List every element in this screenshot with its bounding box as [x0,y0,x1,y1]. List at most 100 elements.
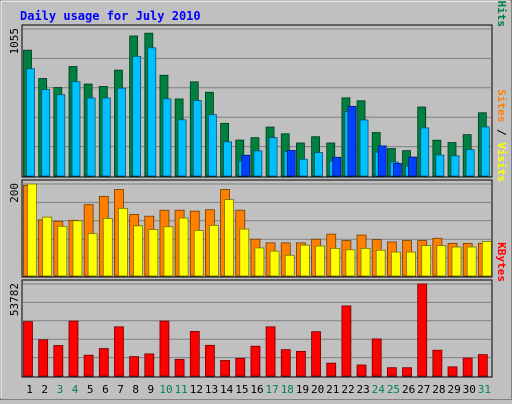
panel-kbytes-max-label: 53782 [8,283,21,316]
bar-kbytes-kbytes-10 [159,320,170,377]
bar-usage-pages-25 [392,163,402,177]
x-tick-label-11: 11 [175,383,188,396]
bar-kbytes-kbytes-4 [68,320,79,377]
bar-sites-visits-29 [451,246,462,277]
x-tick-label-20: 20 [311,383,324,396]
bar-usage-files-2 [41,89,51,177]
x-tick-label-17: 17 [266,383,279,396]
bar-usage-files-17 [268,137,278,177]
bar-kbytes-kbytes-19 [296,350,306,377]
bar-kbytes-kbytes-17 [265,326,276,377]
bar-kbytes-kbytes-7 [114,326,124,377]
bar-kbytes-kbytes-5 [83,354,94,377]
x-tick-label-30: 30 [463,383,476,396]
bar-kbytes-kbytes-31 [477,354,488,377]
bar-sites-visits-10 [163,226,174,277]
bar-sites-visits-23 [360,247,371,277]
x-tick-label-21: 21 [326,383,339,396]
bar-usage-files-10 [162,98,172,177]
bar-kbytes-kbytes-30 [462,357,473,377]
bar-usage-files-28 [435,154,445,177]
bar-kbytes-kbytes-18 [280,349,291,377]
bar-sites-visits-30 [466,246,477,277]
bar-kbytes-kbytes-25 [386,367,397,377]
bar-usage-files-12 [192,100,202,177]
bar-kbytes-kbytes-21 [326,362,337,377]
x-tick-label-3: 3 [57,383,64,396]
bar-sites-visits-17 [269,250,280,277]
bar-usage-files-31 [480,126,490,177]
x-tick-label-12: 12 [190,383,203,396]
bar-usage-files-9 [147,47,157,177]
bar-kbytes-kbytes-9 [144,353,155,377]
x-tick-label-13: 13 [205,383,218,396]
panel-kbytes-legend: KBytes [495,242,508,282]
x-tick-label-10: 10 [159,383,172,396]
bar-usage-files-4 [71,81,81,177]
bar-kbytes-kbytes-3 [53,345,64,377]
bar-kbytes-kbytes-23 [356,364,367,377]
bar-usage-files-30 [465,149,475,177]
x-tick-label-25: 25 [387,383,400,396]
bar-usage-pages-15 [241,154,251,177]
bar-usage-files-14 [223,141,232,177]
legend-entry: Visits [495,142,508,182]
bar-sites-visits-15 [239,228,250,277]
x-tick-label-29: 29 [447,383,460,396]
bar-usage-files-23 [359,119,369,177]
x-tick-label-16: 16 [250,383,263,396]
bar-sites-visits-31 [481,241,492,277]
panel-usage-max-label: 1055 [8,28,21,55]
bar-kbytes-kbytes-11 [174,358,185,377]
panel-usage-legend: Pages / Files / Hits [495,0,508,27]
x-tick-label-14: 14 [220,383,234,396]
bar-kbytes-kbytes-12 [189,330,200,377]
legend-entry: / [495,122,508,142]
panel-usage: 1055 Pages / Files / Hits [8,0,508,178]
bar-sites-visits-12 [193,230,204,277]
x-tick-label-8: 8 [132,383,139,396]
legend-entry: / [495,0,508,1]
bar-sites-visits-26 [406,251,416,277]
x-axis-labels: 1 2 3 4 5 6 7 8 9 10 11 12 13 14 15 16 17 18 19 20 21 22 23 24 2… [26,383,491,396]
bar-sites-visits-5 [87,233,98,277]
bar-sites-visits-21 [330,247,341,277]
bar-kbytes-kbytes-1 [23,321,33,377]
bar-sites-visits-24 [375,249,386,277]
bar-kbytes-kbytes-22 [341,305,352,377]
bar-sites-visits-4 [72,220,83,277]
chart-panels: 1055 Pages / Files / Hits 200 Sites / Visit… [8,0,508,378]
x-tick-label-22: 22 [341,383,354,396]
bar-kbytes-kbytes-13 [205,344,215,377]
bar-usage-files-5 [86,97,96,177]
bar-kbytes-kbytes-14 [220,360,230,377]
bar-usage-files-8 [132,56,142,177]
x-tick-label-5: 5 [87,383,94,396]
bar-usage-files-6 [101,97,111,177]
bar-sites-visits-6 [102,218,113,277]
bar-kbytes-kbytes-24 [371,338,382,377]
bar-kbytes-kbytes-15 [235,357,246,377]
bar-kbytes-kbytes-26 [402,367,412,377]
bar-usage-files-16 [253,150,263,177]
bar-sites-visits-20 [315,245,325,277]
bar-kbytes-kbytes-20 [311,331,321,377]
bar-sites-visits-8 [133,225,144,277]
bar-kbytes-kbytes-29 [447,366,458,377]
bar-sites-visits-1 [27,183,37,277]
bar-sites-visits-9 [148,229,159,277]
bar-kbytes-kbytes-27 [417,283,428,377]
bar-usage-files-13 [208,114,217,177]
bar-sites-visits-18 [284,254,295,277]
bar-sites-visits-27 [421,245,432,277]
bar-sites-visits-7 [118,207,128,277]
bar-usage-pages-18 [286,149,296,177]
panel-sites: 200 Sites / Visits [8,89,508,278]
bar-sites-visits-19 [300,244,310,277]
bar-usage-files-29 [450,155,460,177]
chart-title: Daily usage for July 2010 [20,9,201,23]
bar-usage-pages-26 [408,156,417,177]
bar-usage-files-1 [26,68,35,177]
